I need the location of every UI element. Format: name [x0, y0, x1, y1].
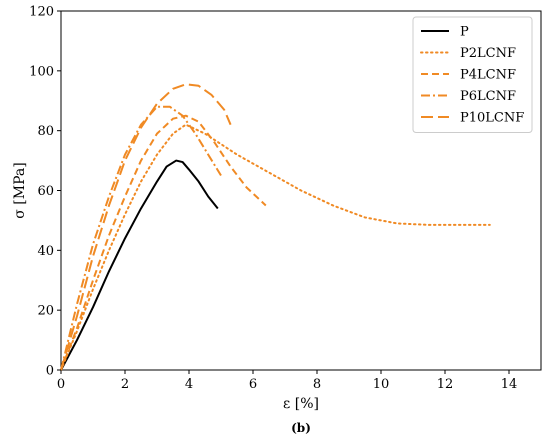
- x-tick-label: 2: [121, 377, 129, 392]
- legend-label: P: [460, 25, 469, 40]
- x-tick-label: 8: [313, 377, 321, 392]
- x-tick-label: 4: [185, 377, 193, 392]
- y-tick-label: 40: [37, 244, 54, 259]
- x-tick-label: 0: [57, 377, 65, 392]
- legend-label: P10LCNF: [460, 111, 524, 126]
- series-line-p6lcnf: [60, 105, 222, 371]
- legend: P P2LCNF P4LCNF P6LCNF P10LCNF: [412, 16, 533, 133]
- x-tick-label: 10: [373, 377, 390, 392]
- x-tick-label: 14: [501, 377, 518, 392]
- series-layer: [60, 83, 491, 371]
- x-axis-label: ε [%]: [283, 396, 319, 412]
- x-tick-label: 6: [249, 377, 257, 392]
- series-line-p2lcnf: [60, 123, 491, 371]
- figure-caption: (b): [291, 421, 311, 435]
- y-tick-label: 100: [29, 64, 54, 79]
- series-line-p10lcnf: [60, 83, 232, 371]
- legend-label: P2LCNF: [460, 46, 516, 61]
- y-axis-label: σ [MPa]: [12, 162, 28, 218]
- legend-label: P6LCNF: [460, 89, 516, 104]
- legend-label: P4LCNF: [460, 68, 516, 83]
- x-tick-label: 12: [437, 377, 454, 392]
- y-tick-label: 0: [46, 364, 54, 379]
- y-tick-label: 80: [37, 124, 54, 139]
- axes-layer: 0 2 4 6 8 10 12 14 0 20 40 60 80 100 120: [29, 5, 517, 393]
- legend-frame: [412, 16, 533, 133]
- y-tick-label: 120: [29, 5, 54, 20]
- series-line-p: [60, 159, 219, 371]
- y-tick-label: 20: [37, 304, 54, 319]
- series-line-p4lcnf: [60, 114, 267, 371]
- y-tick-label: 60: [37, 184, 54, 199]
